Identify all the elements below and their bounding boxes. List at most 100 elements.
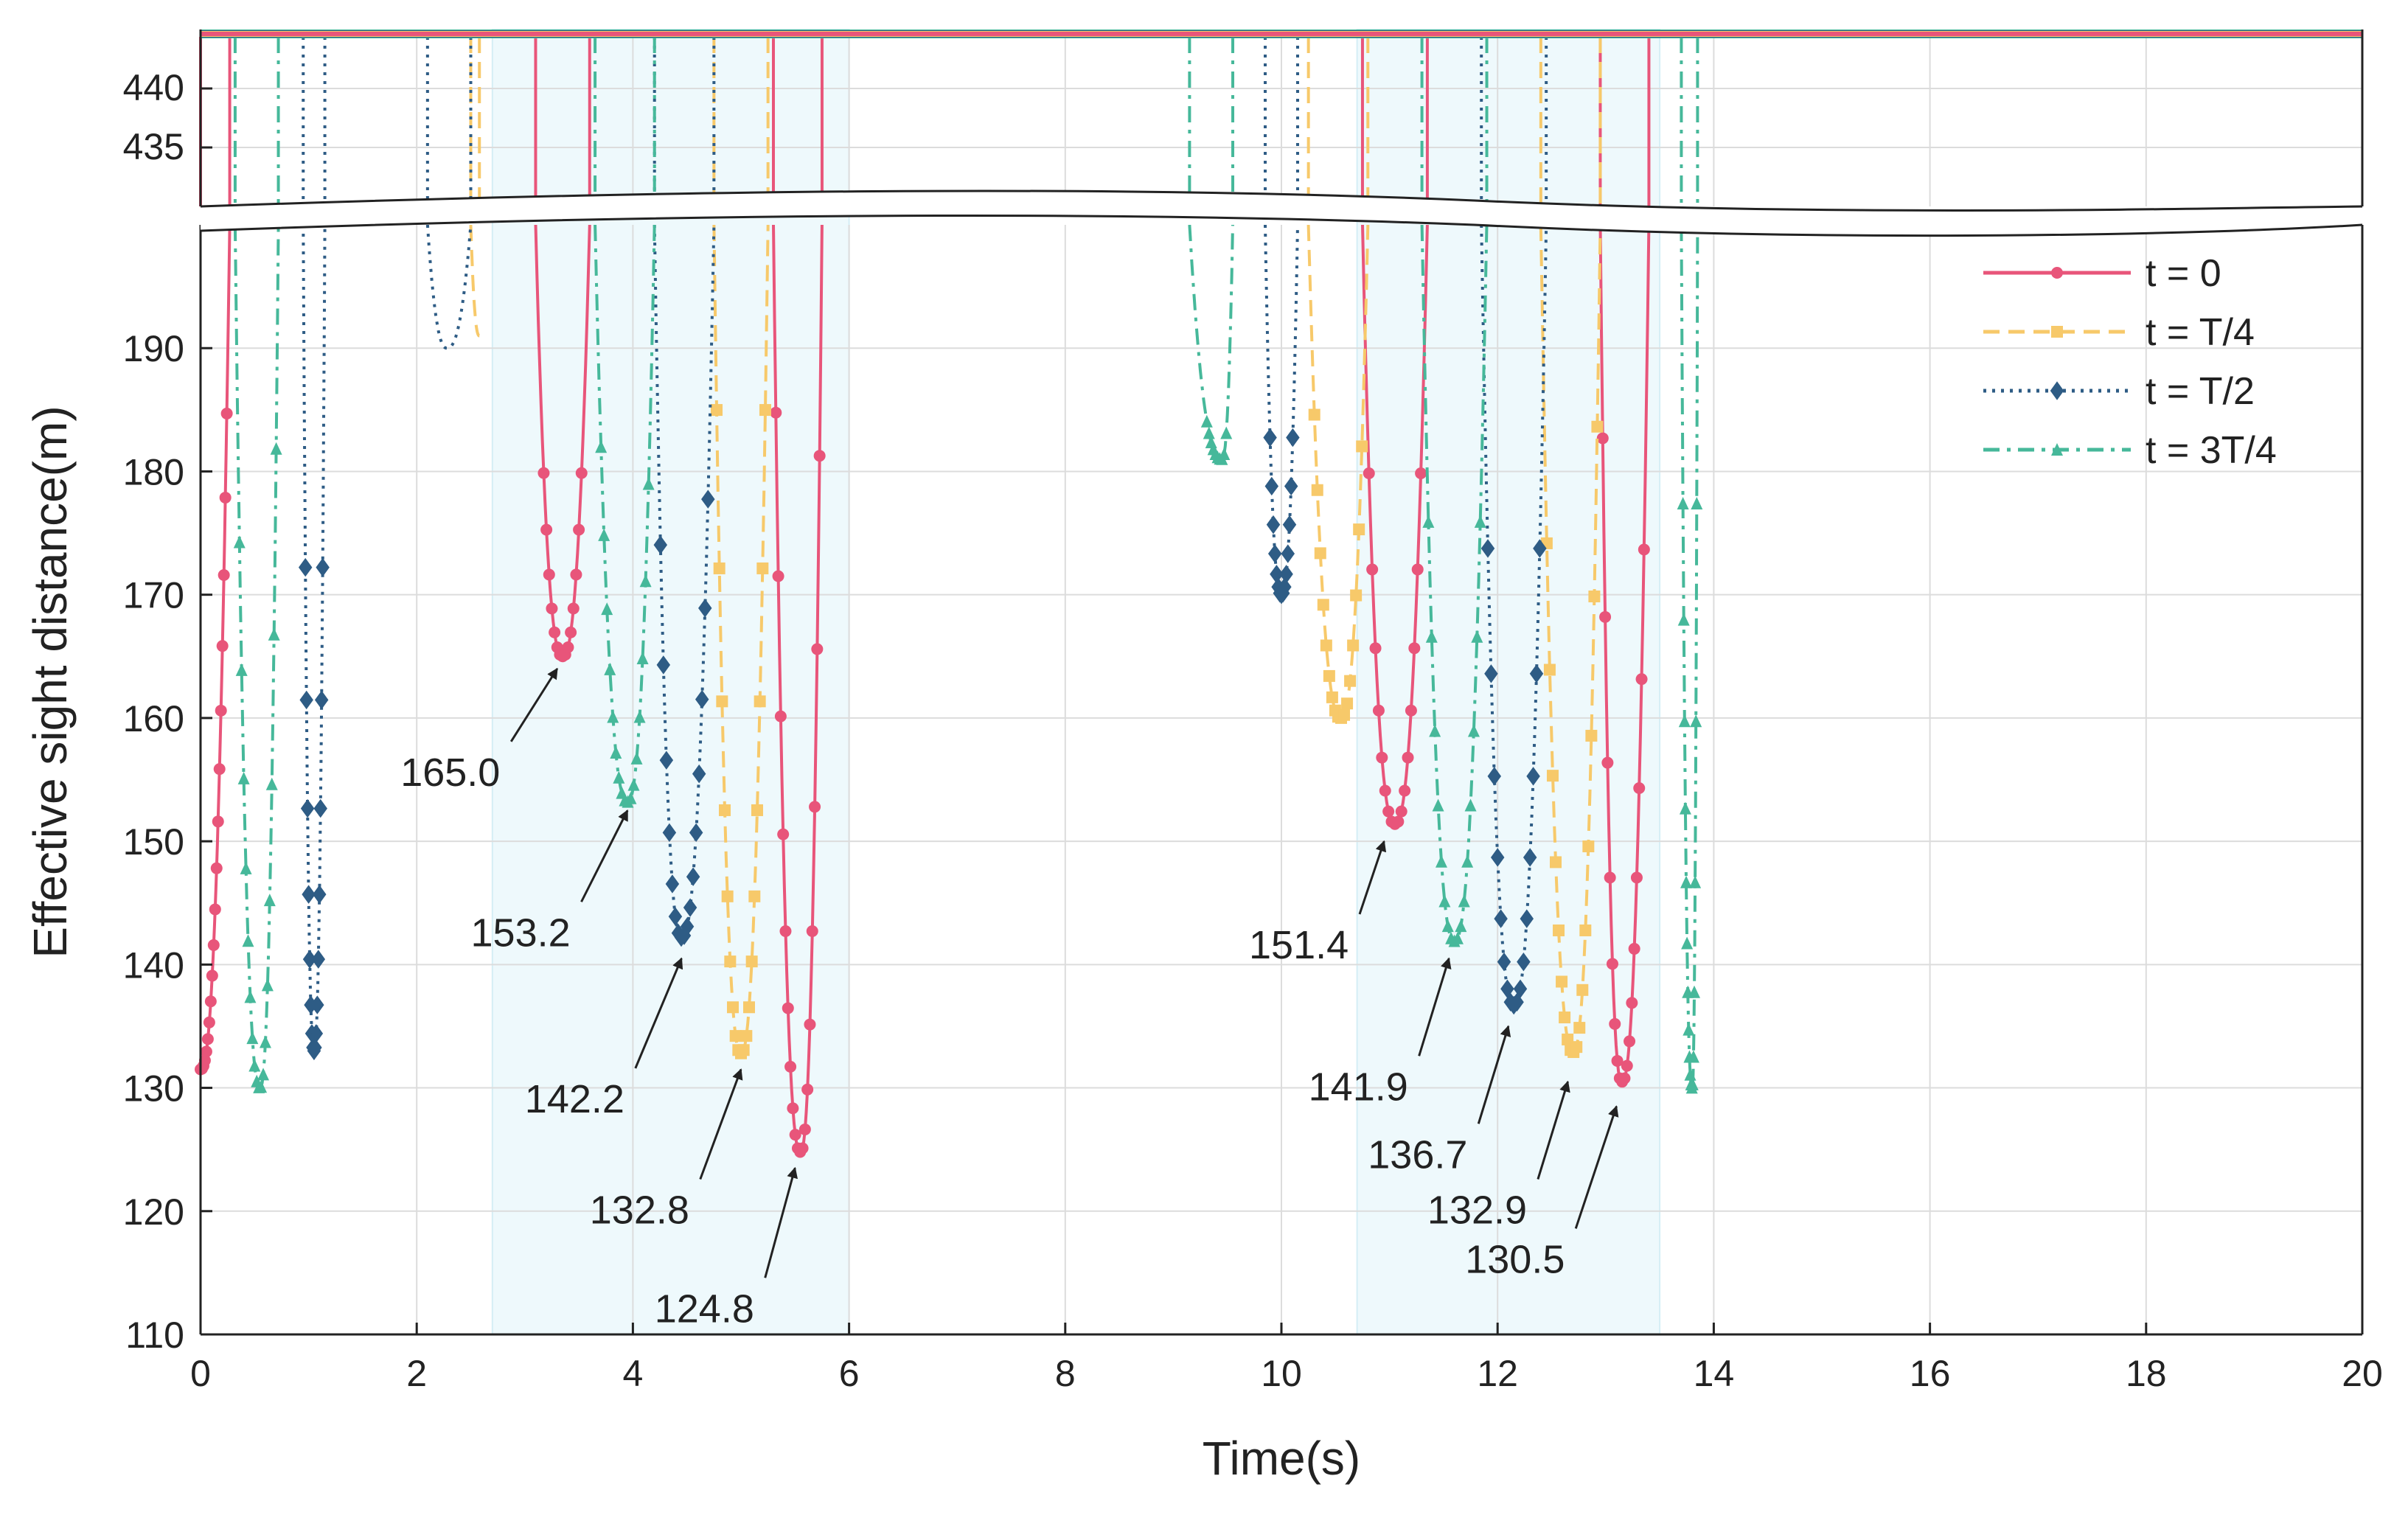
series-1-segment-4-point-8 — [1369, 642, 1382, 655]
series-3-segment-4-point-8 — [1264, 476, 1279, 496]
y-tick-lower-label-7: 180 — [123, 451, 184, 492]
series-2-segment-4-point-16 — [1559, 1012, 1571, 1024]
series-1-segment-1-point-18 — [207, 939, 220, 951]
series-4-segment-2-point-26 — [627, 778, 640, 791]
annotation-label-2: 153.2 — [471, 911, 571, 955]
series-4-segment-5-point-32 — [1688, 985, 1701, 998]
series-3-segment-1-point-4 — [298, 557, 313, 577]
series-1-segment-5-point-6 — [1601, 756, 1614, 769]
series-1-segment-4-point-30 — [1405, 704, 1417, 717]
series-1-segment-3-point-26 — [798, 1123, 811, 1135]
y-tick-lower-label-5: 160 — [123, 698, 184, 739]
series-4-segment-1 — [233, 225, 280, 1090]
annotation-label-6: 151.4 — [1249, 923, 1349, 967]
x-tick-label-5: 10 — [1261, 1353, 1302, 1394]
series-3-segment-5-point-24 — [1513, 979, 1528, 998]
series-2 — [469, 37, 1604, 1059]
series-2-segment-4-point-8 — [1546, 770, 1559, 782]
y-tick-lower-label-0: 110 — [125, 1315, 184, 1356]
series-2-segment-3-point-16 — [1326, 691, 1338, 703]
series-4-segment-2-point-10 — [604, 662, 616, 675]
annotation-label-3: 142.2 — [525, 1077, 624, 1121]
series-4-segment-1-point-36 — [268, 627, 280, 641]
series-4-segment-2-point-4 — [595, 440, 608, 453]
series-2-segment-2-point-34 — [754, 695, 766, 708]
series-4-segment-1-point-10 — [240, 861, 252, 874]
series-2-segment-4-point-12 — [1553, 924, 1565, 936]
series-2-segment-2-point-38 — [759, 404, 771, 417]
series-2-segment-4-point-34 — [1585, 729, 1598, 742]
series-1-segment-2-point-6 — [537, 467, 550, 479]
series-4-segment-2-point-34 — [639, 574, 652, 588]
series-4-segment-2-point-30 — [633, 710, 646, 723]
series-2-segment-2-point-14 — [727, 1001, 740, 1014]
annotation-label-8: 136.7 — [1368, 1132, 1467, 1177]
series-1-segment-3-point-24 — [796, 1142, 809, 1155]
series-1-segment-5-point-32 — [1633, 781, 1646, 794]
series-4-segment-2-point-24 — [624, 791, 637, 804]
legend-label-3: t = T/2 — [2146, 370, 2255, 413]
series-1-segment-1-point-20 — [209, 903, 221, 916]
series-1-segment-3-point-28 — [801, 1083, 814, 1096]
series-4-segment-5-point-34 — [1689, 875, 1702, 888]
series-4-segment-1-point-4 — [233, 535, 246, 549]
series-1-segment-5-point-2 — [1596, 432, 1609, 445]
series-1-segment-5-point-30 — [1630, 871, 1643, 884]
series-4-segment-4-point-24 — [1455, 919, 1467, 933]
series-2-segment-2-point-32 — [751, 804, 763, 816]
series-4-segment-3-point-16 — [1200, 414, 1213, 428]
series-2-segment-4-point-18 — [1562, 1033, 1574, 1045]
series-2-segment-2-point-4 — [713, 562, 725, 574]
series-4-segment-4-point-8 — [1429, 724, 1441, 737]
series-1-segment-3-point-34 — [809, 801, 821, 813]
series-1-segment-2-point-14 — [549, 626, 561, 638]
series-2-segment-4-point-26 — [1573, 1022, 1586, 1034]
series-3-segment-4-point-34 — [1286, 428, 1300, 448]
series-2-segment-3-point-6 — [1311, 484, 1323, 496]
x-axis-title: Time(s) — [1203, 1432, 1360, 1485]
series-3-segment-3-point-6 — [656, 655, 671, 675]
series-3-segment-3-point-28 — [689, 823, 703, 843]
series-3 — [298, 37, 1548, 1061]
series-1-segment-5-point-28 — [1628, 942, 1640, 955]
series-2-segment-4-point-36 — [1588, 590, 1601, 602]
series-4-segment-2-point-8 — [601, 602, 613, 616]
series-1-segment-5-point-26 — [1626, 997, 1638, 1009]
series-3-segment-5-point-4 — [1480, 539, 1495, 558]
series-2-segment-2-point-8 — [719, 804, 731, 816]
series-3-segment-3-point-32 — [695, 689, 709, 709]
series-2-segment-3-point-36 — [1356, 440, 1368, 453]
x-tick-label-8: 16 — [1910, 1353, 1951, 1394]
series-1-segment-1-point-36 — [220, 407, 233, 419]
legend-marker-4 — [2051, 443, 2063, 456]
series-1-segment-4-point-32 — [1408, 642, 1421, 655]
axis-break-bottom — [200, 215, 2363, 237]
series-1-segment-4-point-28 — [1402, 751, 1414, 764]
legend-label-1: t = 0 — [2146, 252, 2221, 295]
series-3-segment-1-point-34 — [314, 690, 329, 710]
series-1-segment-1-point-26 — [213, 763, 226, 776]
series-4-segment-5-point-8 — [1678, 714, 1691, 728]
series-1-segment-2-point-12 — [546, 602, 558, 615]
annotation-arrow-7 — [1418, 957, 1452, 1056]
annotation-arrow-6 — [1358, 840, 1387, 915]
series-2-segment-2-point-26 — [742, 1001, 755, 1014]
series-3-segment-3-point-4 — [653, 535, 668, 554]
series-4-segment-1-point-38 — [270, 442, 282, 455]
series-1 — [195, 37, 1651, 1158]
series-4-segment-5-point-18 — [1683, 1023, 1695, 1036]
y-tick-lower-label-4: 150 — [123, 821, 184, 863]
series-4-segment-1-point-30 — [261, 978, 274, 992]
series-3-segment-5-point-14 — [1497, 952, 1511, 972]
series-3-segment-3-point-14 — [668, 907, 683, 926]
series-4-segment-3-point-32 — [1218, 448, 1231, 461]
annotation-label-5: 124.8 — [655, 1287, 754, 1331]
series-1-segment-5-point-34 — [1635, 673, 1648, 686]
series-2-segment-4-point-14 — [1556, 975, 1568, 988]
annotation-arrow-9 — [1537, 1080, 1570, 1180]
series-3-segment-3-point-22 — [680, 917, 695, 936]
series-2-segment-3-point-28 — [1344, 675, 1357, 687]
series-2-segment-3-point-12 — [1320, 639, 1332, 652]
series-2-segment-3-point-14 — [1323, 669, 1335, 682]
series-layer — [195, 29, 2362, 1158]
